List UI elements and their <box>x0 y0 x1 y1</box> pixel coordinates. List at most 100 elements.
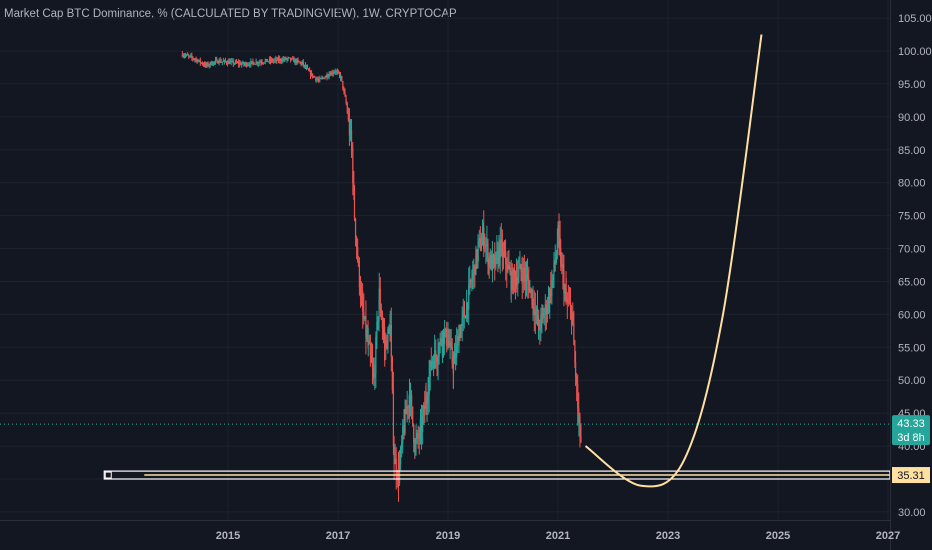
candle-body <box>447 340 449 347</box>
candle-body <box>472 272 474 280</box>
candle-body <box>187 54 189 56</box>
candle-body <box>225 61 228 64</box>
candle-body <box>528 280 530 293</box>
candle-body <box>290 57 292 61</box>
candle-body <box>261 62 263 64</box>
candle-body <box>231 60 233 62</box>
last-price-countdown: 3d 8h <box>897 432 925 444</box>
candle-body <box>426 402 428 405</box>
candle-body <box>530 288 532 290</box>
candle-body <box>480 245 483 250</box>
candle-body <box>376 321 378 338</box>
candle-body <box>345 102 347 104</box>
candle-body <box>440 338 442 343</box>
candle-body <box>390 324 392 357</box>
candle-body <box>212 61 215 65</box>
projection-curve[interactable] <box>584 34 763 488</box>
candle-body <box>369 344 371 356</box>
candle-body <box>477 241 479 246</box>
candle-body <box>577 383 579 409</box>
candle-body <box>485 245 487 247</box>
candle-body <box>499 239 501 258</box>
candle-body <box>559 237 561 249</box>
candle-body <box>571 312 573 325</box>
candle-body <box>538 319 540 330</box>
candle-body <box>317 79 319 81</box>
candle-body <box>551 279 553 296</box>
candle-body <box>208 64 210 66</box>
candle-body <box>292 58 294 60</box>
candle-body <box>368 340 370 345</box>
candle-body <box>358 261 361 288</box>
candle-body <box>298 60 300 63</box>
candle-body <box>430 362 433 365</box>
candle-body <box>362 304 364 312</box>
candle-body <box>463 308 466 318</box>
candle-body <box>200 62 202 64</box>
candle-body <box>560 248 562 267</box>
candle-body <box>417 433 419 438</box>
candle-body <box>575 362 577 377</box>
candle-body <box>461 317 463 326</box>
support-zone-tag <box>892 467 930 484</box>
candle-body <box>429 360 431 377</box>
candle-body <box>444 332 446 345</box>
candle-body <box>232 60 234 64</box>
candle-body <box>260 62 262 64</box>
y-tick-label: 90.00 <box>898 112 926 124</box>
candle-body <box>433 361 435 369</box>
candle-body <box>190 55 192 57</box>
candle-body <box>343 88 345 92</box>
candle-body <box>237 62 240 65</box>
candle-body <box>306 67 309 69</box>
candle-body <box>405 409 407 415</box>
candle-body <box>199 59 201 63</box>
candle-body <box>312 73 314 77</box>
candle-body <box>452 364 455 374</box>
candle-body <box>320 78 322 80</box>
candle-body <box>481 237 484 246</box>
candle-body <box>500 239 502 243</box>
candle-body <box>563 270 565 294</box>
candle-body <box>222 61 224 63</box>
candle-body <box>365 316 367 338</box>
candle-body <box>304 65 307 68</box>
candle-body <box>269 59 272 62</box>
candle-body <box>519 264 521 270</box>
candle-body <box>181 54 183 57</box>
candle-body <box>514 274 517 284</box>
candle-body <box>534 310 536 316</box>
y-tick-label: 100.00 <box>898 46 932 58</box>
candle-body <box>403 424 405 433</box>
candle-body <box>572 312 574 323</box>
candle-body <box>476 249 478 261</box>
candle-body <box>334 71 336 73</box>
candle-body <box>206 63 208 66</box>
price-scale-panel[interactable] <box>890 0 932 550</box>
candle-body <box>258 62 260 64</box>
candle-body <box>276 58 278 61</box>
x-tick-label: 2017 <box>326 530 350 542</box>
candle-body <box>449 342 451 346</box>
candle-body <box>459 333 461 338</box>
candle-body <box>246 62 248 66</box>
candle-body <box>253 62 255 65</box>
candle-body <box>540 314 542 331</box>
candle-body <box>305 67 308 69</box>
candle-body <box>455 353 457 358</box>
candle-body <box>264 60 266 63</box>
candle-body <box>315 77 317 81</box>
support-zone-handle[interactable] <box>104 471 112 479</box>
candle-body <box>456 343 458 358</box>
candle-body <box>229 61 231 64</box>
candle-body <box>329 74 331 76</box>
candle-body <box>210 62 212 65</box>
candle-body <box>354 218 357 238</box>
candle-body <box>201 62 204 65</box>
candle-body <box>344 91 346 97</box>
candle-body <box>357 261 359 263</box>
x-tick-label: 2015 <box>216 530 240 542</box>
candle-body <box>280 59 282 61</box>
